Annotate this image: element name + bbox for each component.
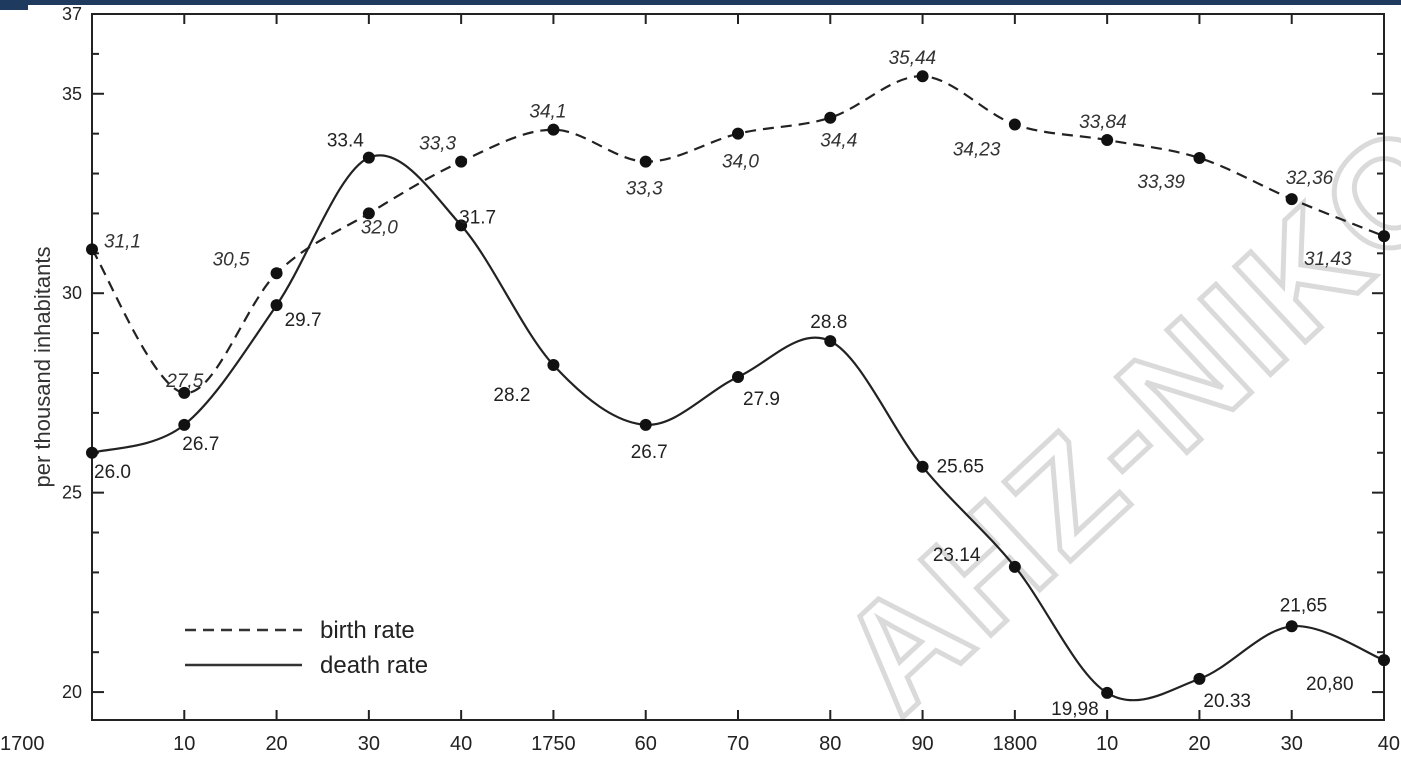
x-tick-label: 30 [358, 733, 380, 755]
birth-rate-data-label: 32,36 [1286, 168, 1334, 189]
death-rate-data-label: 23.14 [933, 545, 981, 566]
birth-rate-data-label: 34,1 [529, 102, 566, 123]
birth-rate-point [547, 123, 560, 136]
y-tick-label: 25 [62, 483, 82, 503]
birth-rate-point [1008, 118, 1021, 131]
x-tick-label: 70 [727, 733, 749, 755]
legend: birth rate death rate [185, 617, 428, 679]
x-tick-label: 1750 [531, 733, 576, 755]
birth-rate-data-label: 35,44 [889, 48, 937, 69]
death-rate-data-label: 28.8 [810, 312, 847, 333]
death-rate-data-label: 33.4 [327, 131, 364, 152]
birth-rate-point [270, 267, 283, 280]
birth-rate-point [1101, 134, 1114, 147]
x-tick-label: 90 [911, 733, 933, 755]
birth-rate-data-label: 31,43 [1304, 249, 1352, 270]
y-tick-label: 30 [62, 283, 82, 303]
birth-rate-point [178, 386, 191, 399]
birth-rate-point [1193, 151, 1206, 164]
death-rate-data-label: 28.2 [493, 385, 530, 406]
birth-rate-point [455, 155, 468, 168]
death-rate-point [639, 418, 652, 431]
birth-rate-point [639, 155, 652, 168]
death-rate-data-label: 20,80 [1306, 674, 1354, 695]
birth-rate-data-label: 27,5 [165, 371, 203, 392]
birth-rate-point [1285, 193, 1298, 206]
death-rate-point [824, 335, 837, 348]
x-tick-label: 1800 [993, 733, 1038, 755]
top-border [0, 0, 1401, 5]
birth-rate-point [824, 111, 837, 124]
series-layer: 31,1 27,5 30,5 32,0 33,3 34,1 33,3 34,0 34,4 35,4… [86, 48, 1390, 720]
birth-rate-point [916, 70, 929, 83]
death-rate-line [91, 154, 1385, 702]
death-rate-point [362, 151, 375, 164]
legend-birth-label: birth rate [320, 617, 415, 644]
death-rate-data-label: 26.7 [631, 442, 668, 463]
death-rate-point [86, 446, 98, 459]
birth-rate-data-label: 33,84 [1079, 112, 1127, 133]
x-tick-label: 40 [1378, 733, 1400, 755]
y-tick-label: 20 [62, 682, 82, 702]
y-tick-label: 37 [62, 4, 82, 24]
x-tick-label: 10 [173, 733, 195, 755]
birth-rate-data-label: 30,5 [213, 249, 250, 270]
death-rate-point [916, 460, 929, 473]
death-rate-data-label: 25.65 [937, 457, 985, 478]
death-rate-data-label: 21,65 [1280, 595, 1328, 616]
death-rate-point [1285, 620, 1298, 633]
birth-rate-data-label: 33,3 [626, 179, 663, 200]
death-rate-point [178, 418, 191, 431]
death-rate-point [732, 370, 744, 383]
death-rate-point [455, 219, 468, 232]
death-rate-point [1101, 686, 1114, 699]
x-tick-label: 80 [819, 733, 841, 755]
death-rate-data-label: 31.7 [459, 207, 496, 228]
birth-rate-point [362, 207, 375, 220]
y-axis: 20 25 30 35 37 [62, 4, 1384, 702]
birth-rate-point [86, 243, 98, 256]
birth-rate-data-label: 34,23 [953, 139, 1001, 160]
birth-rate-line [91, 75, 1385, 395]
death-rate-data-label: 26.0 [94, 462, 131, 483]
corner-accent [0, 0, 28, 10]
death-rate-point [547, 359, 560, 372]
x-tick-label: 10 [1096, 733, 1118, 755]
death-rate-point [270, 299, 283, 312]
death-rate-point [1008, 560, 1021, 573]
death-rate-data-label: 26.7 [182, 434, 219, 455]
birth-rate-point [732, 127, 744, 140]
birth-rate-point [1378, 230, 1390, 243]
x-tick-label: 1700 [0, 733, 45, 755]
x-axis: 1700 10 20 30 40 1750 60 70 80 90 1800 10 20 30 40 [0, 14, 1400, 755]
x-tick-label: 20 [265, 733, 287, 755]
birth-rate-data-label: 31,1 [104, 231, 141, 252]
death-rate-data-label: 19,98 [1051, 699, 1099, 720]
y-tick-label: 35 [62, 84, 82, 104]
y-axis-title: per thousand inhabitants [30, 247, 55, 488]
x-tick-label: 40 [450, 733, 472, 755]
death-rate-point [1193, 672, 1206, 685]
birth-rate-data-label: 32,0 [361, 217, 398, 238]
death-rate-data-label: 27.9 [743, 389, 780, 410]
birth-rate-data-label: 34,4 [820, 131, 857, 152]
birth-rate-data-label: 33,3 [419, 134, 456, 155]
x-tick-label: 60 [635, 733, 657, 755]
legend-death-label: death rate [320, 652, 428, 679]
death-rate-point [1378, 654, 1390, 667]
x-tick-label: 20 [1188, 733, 1210, 755]
death-rate-data-label: 29.7 [285, 310, 322, 331]
death-rate-data-label: 20.33 [1203, 691, 1251, 712]
x-tick-label: 30 [1281, 733, 1303, 755]
birth-rate-data-label: 33,39 [1137, 172, 1185, 193]
birth-rate-data-label: 34,0 [722, 152, 759, 173]
